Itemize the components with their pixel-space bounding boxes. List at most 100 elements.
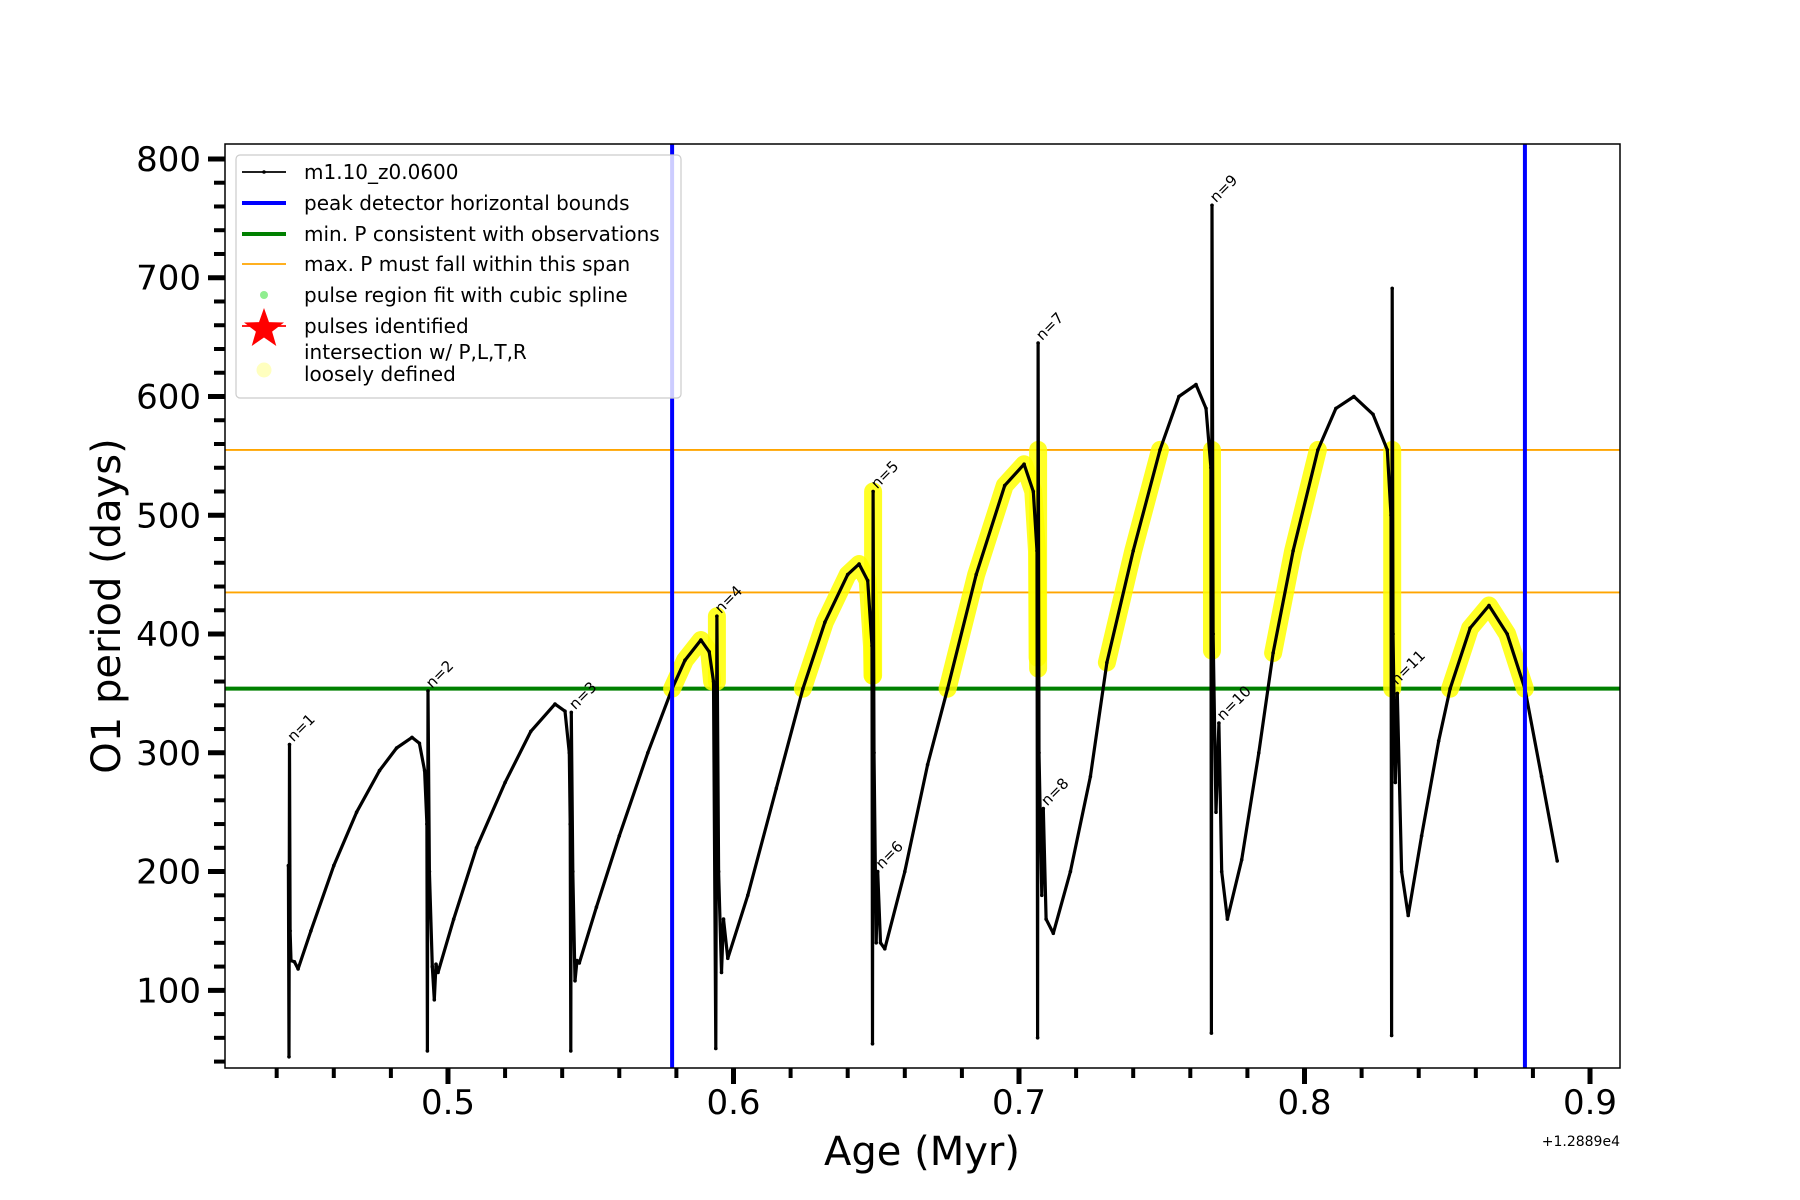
y-tick-label: 300 [136, 734, 201, 774]
series-point [617, 834, 622, 838]
series-point [309, 929, 313, 933]
series-point [1291, 549, 1295, 553]
series-point [1257, 751, 1261, 755]
series-point [871, 489, 875, 494]
series-point [1371, 412, 1375, 417]
series-point [394, 746, 399, 750]
legend-label: peak detector horizontal bounds [304, 191, 630, 215]
y-tick-label: 400 [136, 615, 201, 655]
series-point [1044, 917, 1048, 921]
series-point [872, 751, 876, 755]
legend-label: intersection w/ P,L,T,R [304, 340, 527, 364]
series-point [774, 786, 779, 791]
legend-marker-dot [262, 170, 266, 174]
pulse-label: n=1 [284, 710, 319, 745]
series-point [1131, 549, 1135, 553]
series-point [436, 970, 440, 975]
series-point [1035, 1036, 1040, 1040]
series-point [1105, 660, 1109, 665]
pulse-label: n=9 [1206, 171, 1241, 206]
series-point [1177, 394, 1181, 399]
legend-label: pulses identified [304, 314, 469, 338]
series-point [1041, 806, 1046, 811]
legend-label: max. P must fall within this span [304, 252, 630, 276]
series-point [1448, 686, 1452, 691]
series-point [1487, 603, 1491, 608]
series-point [1334, 406, 1338, 411]
series-point [1051, 931, 1056, 936]
series-point [1419, 834, 1424, 838]
series-point [287, 1055, 291, 1059]
y-tick-label: 200 [136, 853, 201, 893]
series-point [857, 562, 861, 566]
series-point [1088, 774, 1093, 779]
series-point [1468, 626, 1472, 630]
series-point [594, 905, 599, 909]
legend-label: pulse region fit with cubic spline [304, 283, 628, 307]
series-point [434, 962, 438, 966]
series-point [529, 729, 533, 734]
series-point [286, 863, 291, 868]
series-point [1395, 691, 1400, 696]
star-icon [244, 308, 284, 346]
series-point [287, 742, 292, 747]
series-point [870, 644, 874, 648]
x-tick-label: 0.5 [421, 1083, 475, 1123]
series-point [573, 979, 577, 983]
series-point [699, 638, 703, 642]
y-tick-label: 600 [136, 377, 201, 417]
x-tick-label: 0.7 [992, 1083, 1046, 1123]
series-point [577, 961, 582, 965]
pulse-label: n=8 [1037, 774, 1072, 809]
series-point [746, 893, 750, 898]
series-point [903, 869, 907, 874]
axis-ticks: 0.5 0.6 0.7 0.8 0.9 100 200 300 400 500 600 700 800 [136, 140, 1617, 1123]
series-point [719, 970, 724, 975]
intersection-segment [793, 555, 882, 698]
series-point [1239, 857, 1244, 862]
series-point [1035, 549, 1039, 553]
series-point [425, 1049, 430, 1053]
series-point [1204, 406, 1208, 411]
series-point [1389, 1033, 1394, 1038]
series-point [332, 863, 336, 868]
y-tick-label: 100 [136, 971, 201, 1011]
series-point [714, 1046, 718, 1051]
series-point [575, 958, 579, 963]
plot-frame [224, 143, 1621, 1069]
series-point [1555, 859, 1559, 863]
series-point [870, 1042, 875, 1046]
series-point [430, 964, 435, 969]
series-point [874, 941, 878, 945]
series-point [1037, 751, 1041, 755]
series-point [569, 1049, 573, 1053]
series-point [289, 958, 293, 963]
x-tick-label: 0.8 [1277, 1083, 1331, 1123]
series-point [823, 620, 827, 624]
series-point [801, 686, 805, 691]
series-point [1068, 869, 1073, 874]
series-point [1271, 651, 1275, 655]
x-tick-label: 0.9 [1563, 1083, 1617, 1123]
series-point [432, 998, 437, 1002]
series-point [1022, 462, 1026, 467]
series-point [427, 869, 432, 874]
legend-label: m1.10_z0.0600 [304, 160, 459, 184]
series-point [1393, 780, 1398, 785]
series-point [1391, 632, 1395, 636]
legend-box [235, 154, 682, 399]
series-point [1389, 513, 1393, 518]
legend-handle-big-dot [256, 362, 272, 378]
series-point [683, 658, 687, 662]
pulse-label: n=6 [872, 837, 907, 872]
series-point [296, 967, 300, 971]
series-point [417, 741, 422, 746]
pulse-label: n=2 [422, 657, 457, 692]
series-point [721, 917, 726, 921]
series-point [1225, 917, 1230, 921]
series-point [1505, 632, 1509, 636]
series-point [451, 917, 456, 921]
series-point [1211, 632, 1215, 636]
intersection-segment [1441, 596, 1534, 698]
